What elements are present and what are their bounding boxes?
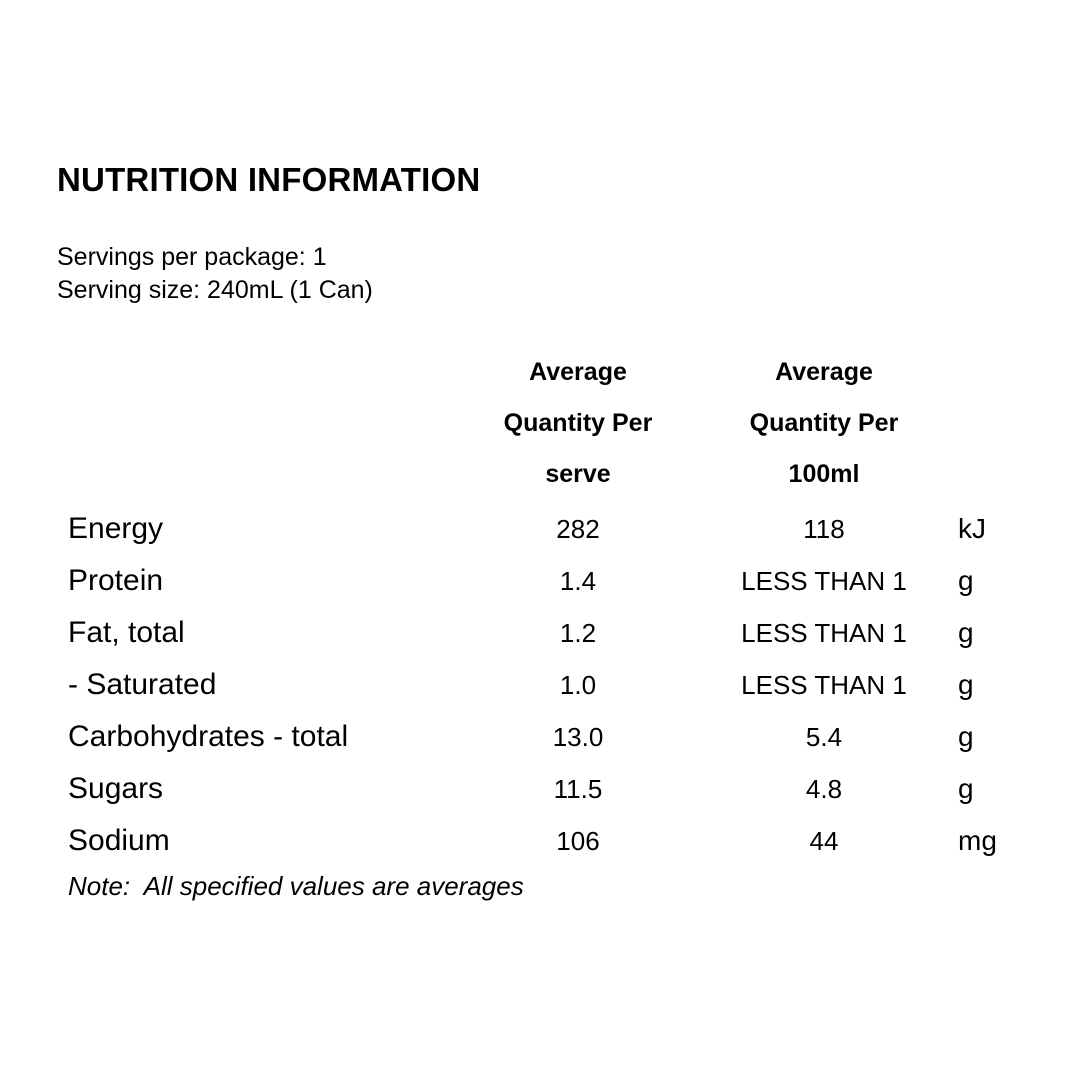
column-header-per-serve-line3: serve [545, 460, 611, 488]
serving-size: Serving size: 240mL (1 Can) [57, 276, 373, 304]
table-row-carbohydrates: Carbohydrates - total 13.0 5.4 g [68, 711, 1060, 763]
unit-label: g [958, 617, 974, 648]
note-text: Note: All specified values are averages [68, 871, 524, 901]
value-per-100ml: LESS THAN 1 [741, 618, 907, 648]
table-row-saturated-fat: - Saturated 1.0 LESS THAN 1 g [68, 659, 1060, 711]
unit-label: g [958, 721, 974, 752]
table-row-energy: Energy 282 118 kJ [68, 503, 1060, 555]
table-row-protein: Protein 1.4 LESS THAN 1 g [68, 555, 1060, 607]
value-per-serve: 11.5 [553, 774, 603, 804]
table-row-sugars: Sugars 11.5 4.8 g [68, 763, 1060, 815]
value-per-serve: 1.0 [559, 670, 597, 700]
unit-label: g [958, 565, 974, 596]
value-per-100ml: LESS THAN 1 [741, 566, 907, 596]
unit-label: g [958, 669, 974, 700]
unit-label: mg [958, 825, 997, 856]
value-per-serve: 1.2 [559, 618, 597, 648]
nutrient-label: Protein [68, 564, 164, 597]
value-per-100ml: 44 [809, 826, 839, 856]
value-per-serve: 13.0 [552, 722, 604, 752]
column-header-per-serve-line1: Average [529, 358, 627, 386]
table-row-fat-total: Fat, total 1.2 LESS THAN 1 g [68, 607, 1060, 659]
nutrient-label: Sodium [68, 824, 170, 857]
servings-per-package: Servings per package: 1 [57, 243, 327, 271]
column-header-per-100ml-line1: Average [775, 358, 873, 386]
value-per-100ml: 5.4 [805, 722, 843, 752]
nutrient-label: Sugars [68, 772, 164, 805]
nutrition-table-body: Energy 282 118 kJ Protein 1.4 LESS THAN … [68, 503, 1060, 867]
table-header: Average Quantity Per serve Average Quant… [68, 347, 1060, 500]
column-header-per-100ml-line3: 100ml [788, 460, 860, 488]
serving-info: Servings per package: 1 Serving size: 24… [57, 241, 373, 307]
nutrient-label: Fat, total [68, 616, 185, 649]
column-header-per-serve: Average Quantity Per serve [448, 347, 708, 500]
unit-label: kJ [958, 513, 986, 544]
value-per-serve: 1.4 [559, 566, 597, 596]
table-row-sodium: Sodium 106 44 mg [68, 815, 1060, 867]
value-per-100ml: 118 [803, 514, 845, 544]
nutrient-label: - Saturated [68, 668, 217, 701]
nutrient-label: Energy [68, 512, 164, 545]
column-header-per-100ml: Average Quantity Per 100ml [708, 347, 940, 500]
value-per-100ml: LESS THAN 1 [741, 670, 907, 700]
column-header-per-100ml-line2: Quantity Per [749, 409, 899, 437]
value-per-serve: 282 [556, 514, 600, 544]
nutrient-label: Carbohydrates - total [68, 720, 349, 753]
value-per-serve: 106 [556, 826, 600, 856]
page-title: NUTRITION INFORMATION [57, 161, 481, 198]
unit-label: g [958, 773, 974, 804]
value-per-100ml: 4.8 [805, 774, 843, 804]
column-header-per-serve-line2: Quantity Per [503, 409, 653, 437]
